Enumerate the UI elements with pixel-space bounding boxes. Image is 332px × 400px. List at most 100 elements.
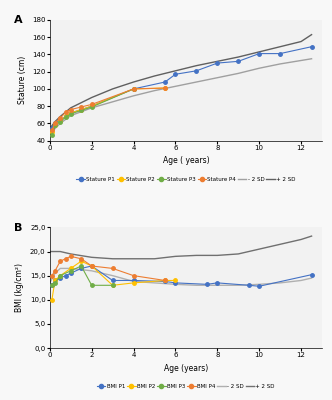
BMI P3 bbox=[111, 283, 115, 288]
Stature P3 bbox=[53, 123, 57, 128]
Line: + 2 SD: + 2 SD bbox=[50, 35, 311, 128]
Stature P3 bbox=[58, 119, 62, 124]
Stature P2 bbox=[79, 107, 83, 112]
- 2 SD bbox=[131, 93, 135, 98]
- 2 SD bbox=[278, 62, 282, 66]
+ 2 SD bbox=[48, 249, 52, 254]
+ 2 SD bbox=[131, 256, 135, 261]
+ 2 SD bbox=[152, 74, 156, 78]
Line: - 2 SD: - 2 SD bbox=[50, 59, 311, 136]
BMI P1 bbox=[309, 272, 313, 277]
Line: BMI P4: BMI P4 bbox=[50, 255, 167, 282]
- 2 SD bbox=[53, 271, 57, 276]
- 2 SD bbox=[215, 283, 219, 288]
BMI P2 bbox=[69, 266, 73, 271]
BMI P1 bbox=[205, 282, 209, 287]
Stature P4 bbox=[163, 86, 167, 90]
Y-axis label: BMI (kg/cm²): BMI (kg/cm²) bbox=[15, 263, 24, 312]
Stature P4 bbox=[69, 107, 73, 112]
- 2 SD bbox=[195, 80, 199, 84]
- 2 SD bbox=[257, 282, 261, 287]
BMI P4 bbox=[63, 256, 67, 261]
Stature P1 bbox=[215, 61, 219, 66]
Stature P3 bbox=[50, 132, 54, 137]
- 2 SD bbox=[111, 273, 115, 278]
+ 2 SD bbox=[53, 249, 57, 254]
Stature P3 bbox=[79, 108, 83, 113]
+ 2 SD bbox=[90, 95, 94, 100]
Stature P1 bbox=[163, 80, 167, 84]
+ 2 SD bbox=[58, 114, 62, 119]
BMI P1 bbox=[111, 278, 115, 283]
BMI P2 bbox=[90, 264, 94, 268]
BMI P3 bbox=[90, 283, 94, 288]
BMI P3 bbox=[58, 273, 62, 278]
BMI P1 bbox=[173, 280, 177, 285]
BMI P3 bbox=[50, 283, 54, 288]
- 2 SD bbox=[90, 106, 94, 110]
Stature P4 bbox=[79, 104, 83, 109]
- 2 SD bbox=[152, 280, 156, 285]
Stature P1 bbox=[173, 72, 177, 77]
BMI P1 bbox=[69, 271, 73, 276]
Stature P4 bbox=[131, 86, 135, 91]
Stature P4 bbox=[63, 110, 67, 114]
- 2 SD bbox=[299, 58, 303, 63]
Stature P2 bbox=[50, 130, 54, 134]
- 2 SD bbox=[90, 268, 94, 273]
Line: BMI P3: BMI P3 bbox=[50, 264, 114, 287]
Line: BMI P2: BMI P2 bbox=[50, 260, 177, 302]
+ 2 SD bbox=[215, 59, 219, 64]
BMI P2 bbox=[163, 278, 167, 283]
BMI P4 bbox=[79, 256, 83, 261]
+ 2 SD bbox=[257, 247, 261, 252]
Y-axis label: Stature (cm): Stature (cm) bbox=[18, 56, 27, 104]
BMI P4 bbox=[131, 273, 135, 278]
- 2 SD bbox=[69, 113, 73, 118]
- 2 SD bbox=[236, 283, 240, 288]
- 2 SD bbox=[131, 279, 135, 284]
- 2 SD bbox=[152, 88, 156, 93]
BMI P2 bbox=[58, 273, 62, 278]
Legend: Stature P1, Stature P2, Stature P3, Stature P4, - 2 SD, + 2 SD: Stature P1, Stature P2, Stature P3, Stat… bbox=[74, 175, 298, 184]
+ 2 SD bbox=[195, 63, 199, 68]
Line: BMI P1: BMI P1 bbox=[50, 264, 313, 288]
- 2 SD bbox=[278, 280, 282, 285]
Stature P3 bbox=[90, 104, 94, 109]
- 2 SD bbox=[58, 266, 62, 271]
Stature P1 bbox=[50, 125, 54, 130]
- 2 SD bbox=[215, 75, 219, 80]
Stature P2 bbox=[163, 86, 167, 90]
Stature P2 bbox=[58, 118, 62, 123]
BMI P1 bbox=[163, 279, 167, 284]
BMI P1 bbox=[79, 266, 83, 271]
Legend: BMI P1, BMI P2, BMI P3, BMI P4, - 2 SD, + 2 SD: BMI P1, BMI P2, BMI P3, BMI P4, - 2 SD, … bbox=[95, 382, 277, 392]
- 2 SD bbox=[173, 84, 177, 89]
BMI P4 bbox=[58, 259, 62, 264]
BMI P2 bbox=[79, 259, 83, 264]
- 2 SD bbox=[48, 133, 52, 138]
BMI P1 bbox=[50, 283, 54, 288]
Line: Stature P4: Stature P4 bbox=[50, 86, 167, 132]
+ 2 SD bbox=[58, 249, 62, 254]
Stature P1 bbox=[79, 107, 83, 112]
+ 2 SD bbox=[236, 252, 240, 256]
- 2 SD bbox=[173, 282, 177, 287]
BMI P2 bbox=[173, 278, 177, 283]
Stature P2 bbox=[69, 111, 73, 116]
+ 2 SD bbox=[309, 234, 313, 238]
BMI P2 bbox=[50, 297, 54, 302]
BMI P3 bbox=[79, 264, 83, 268]
BMI P1 bbox=[215, 280, 219, 285]
BMI P4 bbox=[90, 264, 94, 268]
- 2 SD bbox=[48, 280, 52, 285]
Stature P4 bbox=[53, 120, 57, 125]
Stature P1 bbox=[90, 104, 94, 108]
Stature P4 bbox=[50, 128, 54, 133]
Stature P2 bbox=[53, 123, 57, 128]
+ 2 SD bbox=[69, 106, 73, 110]
BMI P2 bbox=[53, 278, 57, 283]
- 2 SD bbox=[257, 66, 261, 71]
+ 2 SD bbox=[48, 126, 52, 131]
Stature P2 bbox=[131, 86, 135, 91]
